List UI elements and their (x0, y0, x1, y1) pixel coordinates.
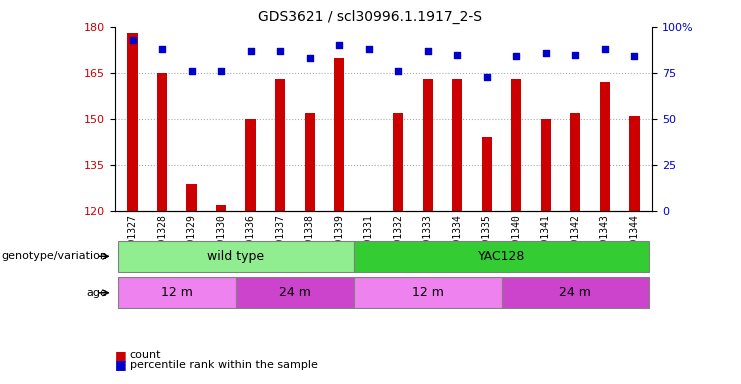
Bar (364, 211, 374, 220)
Text: GSM491333: GSM491333 (423, 214, 433, 267)
Bar (334, 58, 345, 211)
Text: GSM491329: GSM491329 (187, 214, 196, 267)
Point (392, 68, 404, 74)
Text: GSM491340: GSM491340 (511, 214, 522, 267)
Bar (216, 205, 226, 211)
Text: GSM491328: GSM491328 (157, 214, 167, 267)
Bar (157, 73, 167, 211)
Bar (118, 277, 236, 308)
Text: 12 m: 12 m (412, 286, 444, 299)
Text: GSM491330: GSM491330 (216, 214, 226, 267)
Point (274, 48, 286, 54)
Point (245, 48, 256, 54)
Point (215, 68, 227, 74)
Text: genotype/variation: genotype/variation (1, 251, 107, 262)
Point (569, 51, 581, 58)
Bar (570, 113, 580, 211)
Text: ■: ■ (115, 349, 127, 362)
Bar (541, 119, 551, 211)
Bar (393, 113, 403, 211)
Text: percentile rank within the sample: percentile rank within the sample (130, 360, 318, 370)
Bar (275, 79, 285, 211)
Bar (305, 113, 315, 211)
Text: YAC128: YAC128 (478, 250, 525, 263)
Point (186, 68, 198, 74)
Bar (599, 82, 610, 211)
Bar (502, 277, 649, 308)
Bar (354, 241, 649, 272)
Point (156, 46, 168, 52)
Text: GSM491339: GSM491339 (334, 214, 344, 267)
Text: GSM491335: GSM491335 (482, 214, 492, 267)
Text: GSM491336: GSM491336 (245, 214, 256, 267)
Text: age: age (87, 288, 107, 298)
Text: count: count (130, 350, 162, 360)
Text: GSM491341: GSM491341 (541, 214, 551, 267)
Point (540, 50, 552, 56)
Point (628, 53, 640, 60)
Bar (127, 33, 138, 211)
Bar (245, 119, 256, 211)
Text: 24 m: 24 m (279, 286, 311, 299)
Point (451, 51, 463, 58)
Text: wild type: wild type (207, 250, 265, 263)
Text: GSM491332: GSM491332 (393, 214, 403, 267)
Bar (118, 241, 354, 272)
Text: GSM491344: GSM491344 (629, 214, 639, 267)
Text: 12 m: 12 m (161, 286, 193, 299)
Point (127, 37, 139, 43)
Bar (422, 79, 433, 211)
Bar (236, 277, 354, 308)
Point (333, 42, 345, 48)
Point (481, 74, 493, 80)
Text: GSM491327: GSM491327 (127, 214, 138, 267)
Text: GSM491331: GSM491331 (364, 214, 373, 267)
Bar (511, 79, 522, 211)
Text: ■: ■ (115, 358, 127, 371)
Text: GSM491342: GSM491342 (571, 214, 580, 267)
Text: GSM491338: GSM491338 (305, 214, 315, 267)
Bar (187, 184, 197, 211)
Point (363, 46, 375, 52)
Text: GDS3621 / scl30996.1.1917_2-S: GDS3621 / scl30996.1.1917_2-S (259, 10, 482, 24)
Point (422, 48, 433, 54)
Text: GSM491334: GSM491334 (452, 214, 462, 267)
Bar (629, 116, 639, 211)
Point (599, 46, 611, 52)
Text: 24 m: 24 m (559, 286, 591, 299)
Bar (354, 277, 502, 308)
Text: GSM491337: GSM491337 (275, 214, 285, 267)
Point (304, 55, 316, 61)
Bar (482, 137, 492, 211)
Point (511, 53, 522, 60)
Text: GSM491343: GSM491343 (600, 214, 610, 267)
Bar (452, 79, 462, 211)
